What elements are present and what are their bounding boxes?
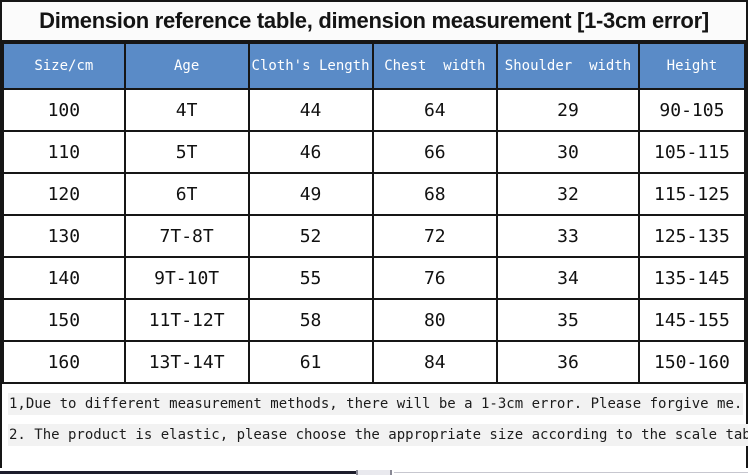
table-cell-age: 5T <box>123 130 250 174</box>
table-row-size-100: 100 4T 44 64 29 90-105 <box>2 88 747 132</box>
table-cell-chest-width: 68 <box>371 172 499 216</box>
table-cell-size-cm: 130 <box>2 214 126 258</box>
table-cell-chest-width: 64 <box>371 88 499 132</box>
table-cell-cloths-length: 44 <box>247 88 374 132</box>
table-cell-cloths-length: 58 <box>247 298 374 342</box>
table-cell-shoulder-width: 32 <box>496 172 640 216</box>
column-header-size-cm: Size/cm <box>2 42 126 90</box>
table-cell-size-cm: 110 <box>2 130 126 174</box>
column-header-age: Age <box>123 42 250 90</box>
table-cell-age: 7T-8T <box>123 214 250 258</box>
table-cell-height: 90-105 <box>637 88 747 132</box>
table-cell-height: 105-115 <box>637 130 747 174</box>
table-cell-age: 11T-12T <box>123 298 250 342</box>
table-cell-shoulder-width: 29 <box>496 88 640 132</box>
table-cell-age: 13T-14T <box>123 340 250 384</box>
cropped-dark-bar <box>0 471 356 474</box>
note-line-2: 2. The product is elastic, please choose… <box>8 423 748 447</box>
column-header-cloths-length: Cloth's Length <box>247 42 374 90</box>
table-cell-cloths-length: 61 <box>247 340 374 384</box>
table-cell-size-cm: 120 <box>2 172 126 216</box>
table-cell-cloths-length: 52 <box>247 214 374 258</box>
table-cell-chest-width: 76 <box>371 256 499 300</box>
note-text: 1,Due to different measurement methods, … <box>8 393 744 415</box>
table-row-size-160: 160 13T-14T 61 84 36 150-160 <box>2 340 747 384</box>
table-row-size-120: 120 6T 49 68 32 115-125 <box>2 172 747 216</box>
table-cell-height: 125-135 <box>637 214 747 258</box>
table-cell-cloths-length: 49 <box>247 172 374 216</box>
table-cell-size-cm: 150 <box>2 298 126 342</box>
table-row-size-150: 150 11T-12T 58 80 35 145-155 <box>2 298 747 342</box>
table-row-size-110: 110 5T 46 66 30 105-115 <box>2 130 747 174</box>
table-cell-size-cm: 100 <box>2 88 126 132</box>
table-cell-shoulder-width: 36 <box>496 340 640 384</box>
table-row-size-130: 130 7T-8T 52 72 33 125-135 <box>2 214 747 258</box>
note-line-1: 1,Due to different measurement methods, … <box>8 392 744 416</box>
table-body: 100 4T 44 64 29 90-105 110 5T 46 66 30 105-115 120 6T… <box>2 88 747 384</box>
table-cell-height: 135-145 <box>637 256 747 300</box>
page-title: Dimension reference table, dimension mea… <box>39 8 709 33</box>
table-header-row: Size/cm Age Cloth's Length Chest width Shoul… <box>2 42 747 90</box>
table-cell-cloths-length: 46 <box>247 130 374 174</box>
cropped-next-row-edge <box>0 468 748 476</box>
table-cell-shoulder-width: 34 <box>496 256 640 300</box>
table-cell-age: 6T <box>123 172 250 216</box>
column-header-shoulder-width: Shoulder width <box>496 42 640 90</box>
table-cell-age: 4T <box>123 88 250 132</box>
table-cell-age: 9T-10T <box>123 256 250 300</box>
table-cell-cloths-length: 55 <box>247 256 374 300</box>
table-cell-chest-width: 72 <box>371 214 499 258</box>
table-cell-chest-width: 66 <box>371 130 499 174</box>
table-cell-size-cm: 140 <box>2 256 126 300</box>
cropped-light-line <box>394 472 748 473</box>
table-cell-chest-width: 80 <box>371 298 499 342</box>
column-header-height: Height <box>637 42 747 90</box>
cropped-small-cell <box>356 470 392 475</box>
table-row-size-140: 140 9T-10T 55 76 34 135-145 <box>2 256 747 300</box>
table-cell-shoulder-width: 35 <box>496 298 640 342</box>
column-header-chest-width: Chest width <box>371 42 499 90</box>
size-table: Size/cm Age Cloth's Length Chest width Shoul… <box>2 42 747 384</box>
table-cell-height: 145-155 <box>637 298 747 342</box>
table-cell-shoulder-width: 30 <box>496 130 640 174</box>
table-cell-height: 150-160 <box>637 340 747 384</box>
table-cell-size-cm: 160 <box>2 340 126 384</box>
table-cell-height: 115-125 <box>637 172 747 216</box>
table-cell-chest-width: 84 <box>371 340 499 384</box>
notes-section: 1,Due to different measurement methods, … <box>2 384 748 447</box>
table-cell-shoulder-width: 33 <box>496 214 640 258</box>
title-bar: Dimension reference table, dimension mea… <box>2 2 746 42</box>
note-text: 2. The product is elastic, please choose… <box>8 424 748 446</box>
